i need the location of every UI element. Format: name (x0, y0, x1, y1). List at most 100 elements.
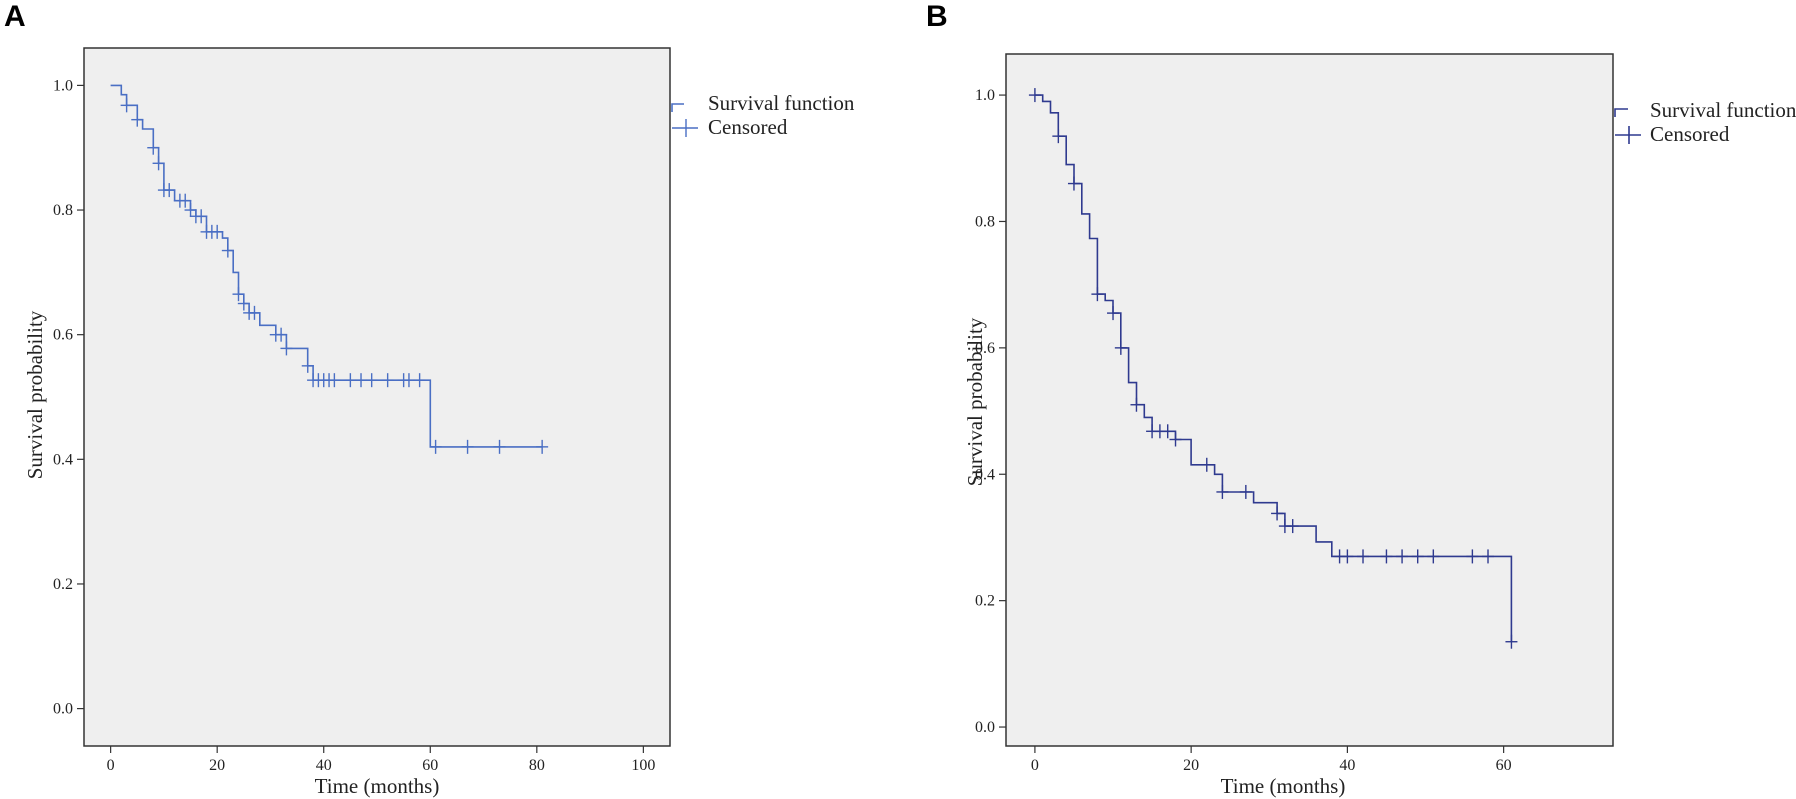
panel-b-censored-mark (1271, 506, 1284, 521)
panel-a-censored-mark (280, 341, 293, 356)
panel-a-series (110, 84, 549, 454)
panel-a-censored-mark (461, 439, 474, 454)
panel-b-censored-mark (1052, 129, 1065, 144)
panel-b-censored-mark (1482, 549, 1495, 564)
panel-a-censored-mark (301, 358, 314, 373)
panel-a-censored-mark (152, 156, 165, 171)
panel-a-censored-mark (221, 243, 234, 258)
panel-b-x-tick-label: 40 (1339, 757, 1355, 774)
panel-a-x-tick-label: 40 (316, 757, 332, 774)
panel-b-legend: Survival function Censored (1614, 98, 1796, 146)
panel-a-x-tick-label: 80 (529, 757, 545, 774)
panel-a-censored-mark (275, 327, 288, 342)
panel-b-y-title: Survival probability (963, 317, 987, 486)
panel-a-y-tick-label: 0.6 (53, 327, 73, 344)
panel-b-censored-mark (1028, 88, 1041, 103)
panel-b-x-tick-label: 60 (1496, 757, 1512, 774)
panel-b-legend-survival-label: Survival function (1650, 98, 1796, 122)
panel-a-x-tick-label: 100 (631, 757, 655, 774)
panel-b-censored-mark (1466, 549, 1479, 564)
panel-b-censored-mark (1396, 549, 1409, 564)
panel-a-censored-mark (131, 112, 144, 127)
panel-a-censored-mark (232, 287, 245, 302)
panel-a-censored-mark (237, 296, 250, 311)
panel-a-y-tick-label: 0.0 (53, 701, 73, 718)
panel-b: B 0 20 40 60 0.0 0.2 0.4 0.6 0.8 1.0 Time (month… (926, 0, 1796, 798)
panel-b-censored-mark (1427, 549, 1440, 564)
panel-b-y-tick-label: 1.0 (975, 87, 995, 104)
panel-a-legend: Survival function Censored (671, 91, 855, 139)
panel-a-censored-mark (344, 373, 357, 388)
panel-a-censored-mark (248, 305, 261, 320)
panel-a-legend-survival-icon (671, 103, 684, 112)
panel-a-censored-mark (355, 373, 368, 388)
panel-a-censored-mark (493, 439, 506, 454)
panel-b-x-tick-label: 20 (1183, 757, 1199, 774)
panel-a-censored-mark (402, 373, 415, 388)
panel-b-censored-mark (1216, 484, 1229, 499)
panel-a-censored-mark (195, 209, 208, 224)
panel-b-censored-mark (1380, 549, 1393, 564)
panel-b-censored-mark (1200, 457, 1213, 472)
panel-a-x-tick-label: 0 (107, 757, 115, 774)
panel-a-label: A (4, 0, 26, 33)
panel-b-x-axis: 0 20 40 60 (1031, 746, 1512, 774)
panel-b-legend-survival-icon (1614, 108, 1628, 117)
panel-a-x-title: Time (months) (315, 774, 440, 798)
panel-a-x-tick-label: 20 (209, 757, 225, 774)
panel-b-censored-mark (1130, 397, 1143, 412)
panel-a-censored-mark (147, 140, 160, 155)
panel-b-censored-mark (1169, 432, 1182, 447)
panel-a-censored-mark (179, 193, 192, 208)
panel-a-censored-mark (381, 373, 394, 388)
panel-a-censored-mark (163, 183, 176, 198)
panel-b-y-tick-label: 0.4 (975, 466, 995, 483)
panel-a-censored-mark (536, 439, 549, 454)
panel-a-censored-mark (184, 203, 197, 218)
panel-a-censored-mark (365, 373, 378, 388)
panel-a-x-tick-label: 60 (422, 757, 438, 774)
panel-b-series (1028, 88, 1518, 649)
panel-a-y-tick-label: 0.2 (53, 576, 73, 593)
panel-b-censored-mark (1357, 549, 1370, 564)
panel-b-y-tick-label: 0.2 (975, 593, 995, 610)
panel-a-y-tick-label: 0.8 (53, 202, 73, 219)
panel-b-y-axis: 0.0 0.2 0.4 0.6 0.8 1.0 (975, 87, 1006, 736)
panel-b-censored-mark (1286, 519, 1299, 534)
panel-b-legend-censored-label: Censored (1650, 122, 1730, 146)
panel-a-legend-censored-icon (672, 119, 698, 137)
panel-b-censored-mark (1161, 424, 1174, 439)
panel-b-censored-mark (1341, 549, 1354, 564)
panel-b-censored-mark (1239, 484, 1252, 499)
panel-a-y-tick-label: 1.0 (53, 77, 73, 94)
panel-b-legend-censored-icon (1615, 126, 1641, 144)
panel-b-x-title: Time (months) (1221, 774, 1346, 798)
panel-a: A 0 20 40 60 80 100 0.0 0.2 0.4 0.6 0.8 1.0 Time (… (4, 0, 855, 798)
panel-a-censored-mark (211, 224, 224, 239)
panel-b-censored-mark (1067, 176, 1080, 191)
panel-b-censored-mark (1411, 549, 1424, 564)
panel-b-y-tick-label: 0.0 (975, 719, 995, 736)
panel-a-y-axis: 0.0 0.2 0.4 0.6 0.8 1.0 (53, 77, 84, 718)
panel-a-plot-area (83, 47, 671, 747)
panel-a-survival-curve (110, 84, 543, 448)
panel-a-legend-censored-label: Censored (708, 115, 788, 139)
panel-b-x-tick-label: 0 (1031, 757, 1039, 774)
panel-b-y-tick-label: 0.8 (975, 213, 995, 230)
panel-a-censored-mark (429, 439, 442, 454)
panel-b-censored-mark (1505, 634, 1518, 649)
panel-b-censored-mark (1114, 340, 1127, 355)
panel-b-plot-area (1005, 53, 1614, 747)
panel-a-censored-mark (120, 98, 133, 113)
panel-b-label: B (926, 0, 948, 33)
panel-b-censored-mark (1107, 306, 1120, 321)
panel-a-legend-survival-label: Survival function (708, 91, 855, 115)
panel-a-x-axis: 0 20 40 60 80 100 (107, 746, 655, 774)
panel-b-y-tick-label: 0.6 (975, 340, 995, 357)
panel-a-censored-mark (328, 373, 341, 388)
panel-a-y-tick-label: 0.4 (53, 451, 73, 468)
panel-a-censored-mark (413, 373, 426, 388)
panel-a-y-title: Survival probability (23, 310, 47, 479)
panel-b-censored-mark (1091, 287, 1104, 302)
